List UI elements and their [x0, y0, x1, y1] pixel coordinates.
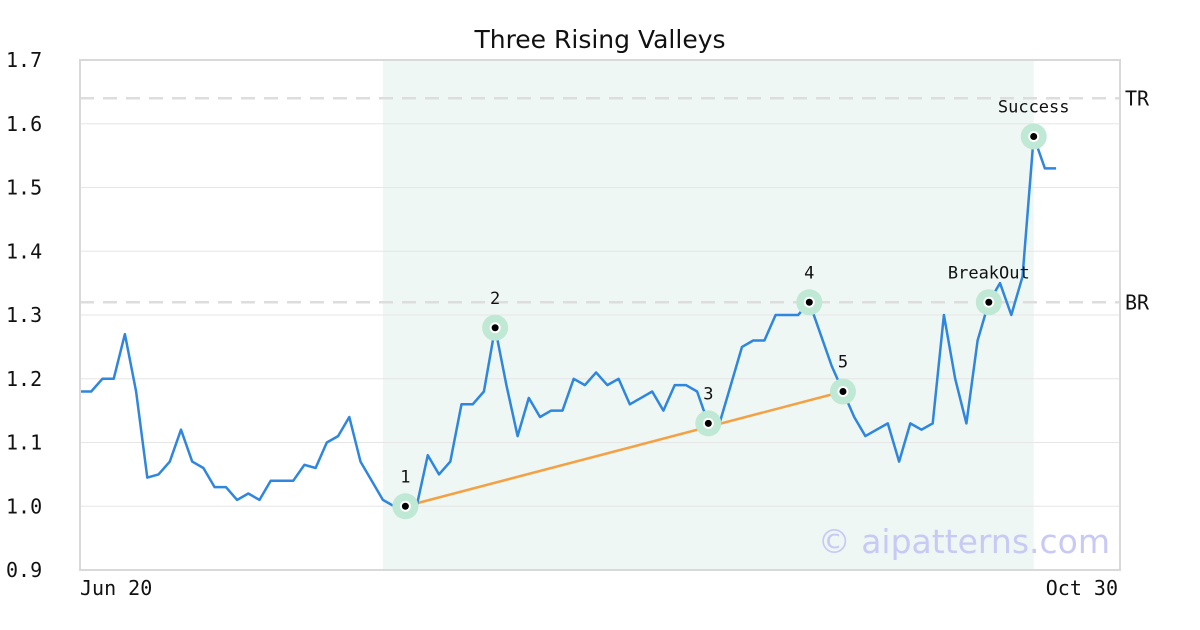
y-tick-label: 1.5: [6, 176, 42, 200]
y-tick-label: 1.6: [6, 112, 42, 136]
pattern-point: [704, 419, 712, 427]
pattern-point-label: 1: [400, 467, 410, 487]
price-series-line: [80, 135, 1057, 508]
hline-label: BR: [1125, 290, 1150, 314]
hline-label: TR: [1125, 86, 1150, 110]
pattern-point: [839, 388, 847, 395]
pattern-point: [401, 502, 409, 510]
pattern-point-label: 5: [838, 353, 848, 373]
y-tick-label: 0.9: [6, 558, 42, 582]
pattern-point-label: 3: [703, 384, 713, 404]
pattern-point: [985, 298, 993, 306]
pattern-point: [805, 298, 813, 306]
pattern-point-label: Success: [998, 98, 1070, 118]
y-tick-label: 1.7: [6, 48, 42, 72]
y-tick-label: 1.3: [6, 303, 42, 327]
pattern-point-label: BreakOut: [948, 263, 1030, 283]
y-tick-label: 1.0: [6, 494, 42, 518]
plot-frame: [79, 59, 1121, 571]
y-tick-label: 1.1: [6, 431, 42, 455]
x-tick-label: Oct 30: [1046, 576, 1118, 600]
y-tick-label: 1.2: [6, 367, 42, 391]
pattern-point-label: 4: [804, 263, 814, 283]
chart-title: Three Rising Valleys: [473, 25, 725, 54]
watermark: © aipatterns.com: [818, 522, 1110, 561]
pattern-point: [1030, 133, 1038, 140]
pattern-point: [491, 324, 499, 332]
y-tick-label: 1.4: [6, 239, 42, 263]
x-tick-label: Jun 20: [80, 576, 152, 600]
trend-line: [405, 390, 844, 508]
pattern-point-label: 2: [490, 289, 500, 309]
